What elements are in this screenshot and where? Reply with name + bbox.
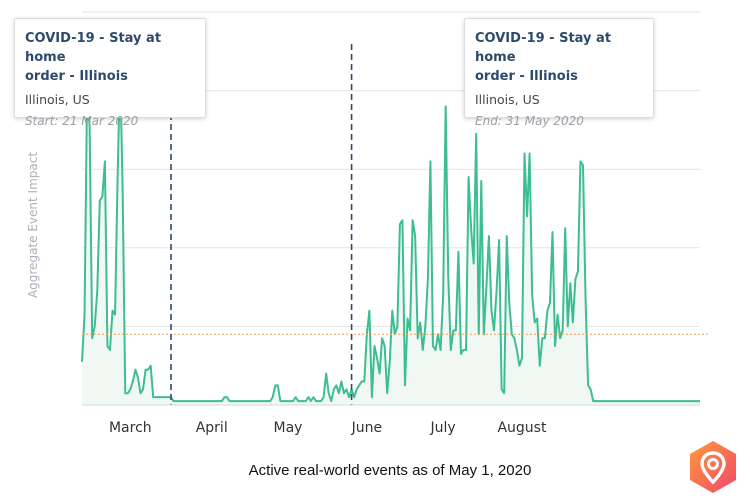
x-tick-label: August bbox=[497, 420, 547, 436]
event-tooltip-start[interactable]: COVID-19 - Stay at home order - Illinois… bbox=[14, 18, 206, 128]
y-axis-label: Aggregate Event Impact bbox=[26, 151, 40, 299]
tooltip-end-date: End: 31 May 2020 bbox=[475, 114, 584, 128]
tooltip-title-line2: order - Illinois bbox=[25, 69, 128, 84]
tooltip-title-line1: COVID-19 - Stay at home bbox=[475, 31, 612, 65]
tooltip-title-line2: order - Illinois bbox=[475, 69, 578, 84]
x-tick-label: July bbox=[430, 420, 456, 436]
x-tick-label: May bbox=[274, 420, 303, 436]
tooltip-start-date: Start: 21 Mar 2020 bbox=[25, 114, 139, 128]
event-tooltip-end[interactable]: COVID-19 - Stay at home order - Illinois… bbox=[464, 18, 654, 128]
tooltip-title: COVID-19 - Stay at home order - Illinois bbox=[25, 29, 195, 86]
brand-logo bbox=[690, 441, 736, 493]
x-tick-label: April bbox=[196, 420, 228, 436]
tooltip-title: COVID-19 - Stay at home order - Illinois bbox=[475, 29, 643, 86]
tooltip-title-line1: COVID-19 - Stay at home bbox=[25, 31, 162, 65]
series-line bbox=[81, 66, 700, 403]
x-tick-label: June bbox=[351, 420, 383, 436]
tooltip-location: Illinois, US bbox=[475, 92, 540, 107]
x-tick-label: March bbox=[109, 420, 152, 436]
chart-caption: Active real-world events as of May 1, 20… bbox=[248, 462, 532, 479]
tooltip-location: Illinois, US bbox=[25, 92, 90, 107]
